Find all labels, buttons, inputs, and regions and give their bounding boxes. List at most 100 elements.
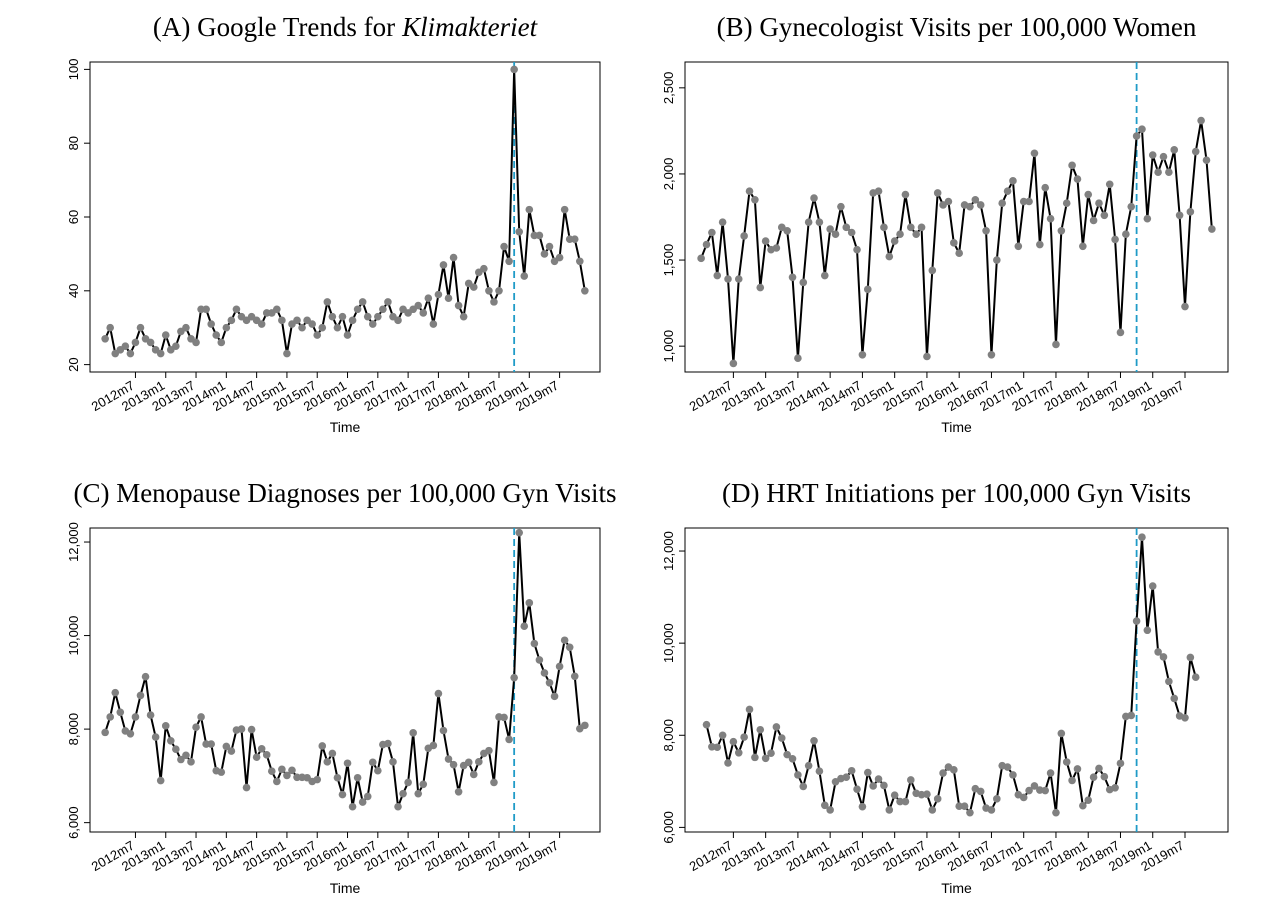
y-tick-label: 10,000: [661, 623, 676, 663]
y-tick-label: 8,000: [66, 713, 81, 746]
data-point: [783, 226, 791, 235]
data-point: [702, 720, 711, 729]
plot-frame: [684, 527, 1229, 833]
data-point: [939, 769, 947, 777]
data-point: [363, 312, 372, 321]
data-point: [485, 746, 493, 755]
data-point: [907, 223, 915, 232]
data-point: [1095, 764, 1103, 773]
data-point: [1003, 763, 1012, 771]
data-point: [1046, 769, 1055, 777]
data-point: [166, 737, 175, 745]
data-point: [794, 354, 802, 363]
title-text: (D) HRT Initiations per 100,000 Gyn Visi…: [722, 478, 1191, 508]
data-point: [1148, 582, 1157, 590]
data-point: [520, 622, 529, 631]
data-point: [116, 708, 125, 717]
data-point: [724, 759, 732, 767]
data-point: [901, 797, 910, 806]
data-point: [358, 298, 367, 306]
data-point: [1111, 783, 1119, 792]
data-point: [966, 808, 974, 817]
data-point: [505, 735, 513, 744]
data-point: [1165, 677, 1173, 686]
data-point: [1197, 116, 1205, 125]
data-point: [394, 802, 402, 811]
data-point: [237, 725, 246, 733]
data-point: [232, 305, 241, 314]
data-point: [1208, 225, 1216, 233]
data-point: [126, 729, 135, 738]
data-point: [515, 528, 524, 537]
data-point: [853, 245, 861, 254]
y-tick-label: 1,000: [661, 330, 676, 363]
data-point: [429, 320, 438, 328]
data-point: [343, 331, 352, 339]
data-point: [525, 205, 534, 214]
data-point: [976, 201, 985, 209]
data-point: [389, 758, 397, 766]
data-point: [708, 228, 716, 237]
x-axis-label: Time: [941, 419, 972, 435]
data-point: [399, 789, 407, 798]
data-point: [202, 305, 210, 314]
data-point: [535, 656, 544, 664]
data-point: [106, 323, 114, 332]
data-point: [475, 758, 483, 766]
data-point: [788, 273, 797, 282]
data-point: [907, 776, 915, 784]
data-point: [713, 271, 722, 280]
data-point: [1079, 242, 1087, 251]
data-point: [1127, 711, 1136, 720]
data-point: [495, 287, 503, 295]
data-point: [469, 283, 478, 291]
plot-frame: [89, 527, 601, 833]
data-point: [858, 802, 867, 811]
data-point: [772, 723, 781, 731]
data-point: [409, 729, 417, 737]
series-line: [104, 68, 586, 355]
y-tick-label: 2,500: [661, 72, 676, 105]
data-point: [101, 334, 109, 343]
data-point: [298, 323, 306, 332]
data-point: [1159, 653, 1168, 661]
data-point: [252, 753, 261, 761]
data-point: [767, 749, 775, 758]
data-point: [896, 230, 904, 239]
data-point: [777, 734, 786, 742]
data-point: [987, 806, 996, 814]
data-point: [570, 672, 579, 681]
data-point: [858, 350, 867, 359]
data-point: [424, 294, 433, 302]
data-point: [454, 301, 463, 310]
y-tick-label: 1,500: [661, 244, 676, 277]
data-point: [960, 802, 969, 811]
data-point: [718, 731, 727, 740]
data-point: [464, 758, 473, 767]
data-point: [950, 766, 958, 774]
data-point: [419, 780, 428, 789]
data-point: [1105, 180, 1114, 189]
data-point: [1084, 190, 1093, 199]
data-point: [530, 639, 539, 648]
data-point: [847, 766, 856, 775]
plot-frame: [684, 61, 1229, 373]
data-point: [444, 755, 453, 763]
data-point: [1111, 235, 1119, 244]
data-point: [783, 750, 791, 759]
data-point: [146, 338, 155, 347]
title-text: (C) Menopause Diagnoses per 100,000 Gyn …: [73, 478, 616, 508]
data-point: [560, 636, 569, 645]
data-point: [1068, 161, 1076, 170]
data-point: [490, 778, 498, 787]
data-point: [751, 195, 759, 204]
data-point: [1143, 626, 1152, 635]
y-tick-label: 2,000: [661, 158, 676, 191]
title-italic: Klimakteriet: [401, 12, 538, 42]
data-point: [837, 202, 845, 211]
data-point: [358, 798, 367, 806]
data-point: [131, 713, 140, 721]
data-point: [880, 223, 888, 232]
data-point: [222, 742, 231, 751]
